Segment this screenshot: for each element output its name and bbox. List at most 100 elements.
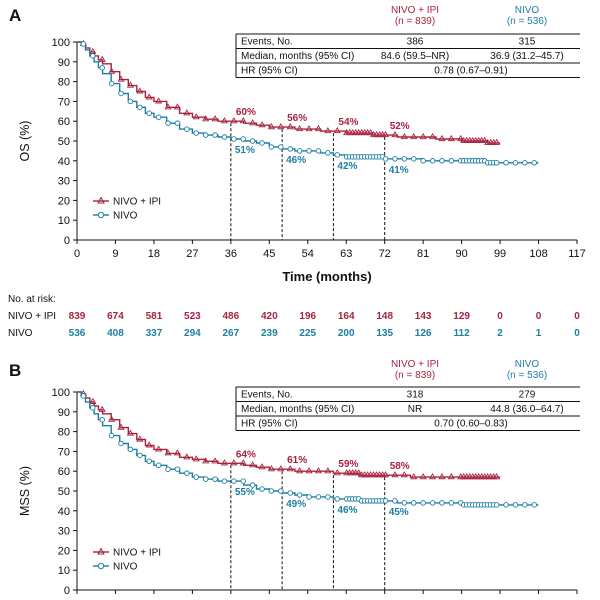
censor-marker: [411, 500, 417, 506]
censor-marker: [333, 469, 341, 476]
censor-marker: [211, 115, 219, 122]
censor-marker: [164, 449, 172, 456]
censor-marker: [126, 429, 135, 436]
risk-ipi-value: 129: [453, 311, 470, 322]
legend-triangle-marker: [97, 196, 105, 204]
risk-ipi-value: 196: [299, 311, 316, 322]
table-ipi-value: NR: [408, 404, 422, 415]
censor-marker: [202, 476, 209, 482]
table-nivo-value: 279: [519, 390, 536, 401]
censor-marker: [493, 473, 501, 480]
censor-marker: [325, 150, 331, 156]
ipi-landmark-label: 61%: [287, 455, 307, 466]
x-tick-label: 9: [112, 248, 118, 260]
x-tick-label: 117: [568, 248, 586, 260]
risk-ipi-value: 523: [184, 311, 201, 322]
censor-marker: [381, 130, 390, 138]
risk-nivo-value: 2: [497, 328, 503, 339]
censor-marker: [314, 467, 323, 474]
censor-marker: [278, 144, 284, 150]
censor-marker: [165, 120, 171, 126]
panel-b: B 0 10 20 30 40 50 60 70 80 90 100 MSS (%) 64% 55% 61% 4…: [9, 359, 580, 597]
censor-marker: [174, 120, 181, 126]
risk-nivo-value: 408: [107, 328, 124, 339]
censor-marker: [420, 500, 426, 506]
y-tick-label: 0: [64, 585, 70, 597]
x-tick-label: 63: [340, 248, 352, 260]
censor-marker: [145, 93, 153, 100]
risk-ipi-value: 420: [261, 311, 278, 322]
censor-marker: [447, 473, 455, 480]
censor-marker: [230, 117, 238, 124]
censor-marker: [391, 130, 399, 138]
censor-marker: [420, 158, 426, 164]
censor-marker: [439, 158, 445, 164]
censor-marker: [503, 502, 509, 508]
censor-marker: [146, 458, 152, 465]
x-tick-label: 72: [379, 248, 391, 260]
table-row-label: HR (95% CI): [241, 66, 298, 77]
censor-marker: [315, 148, 322, 154]
y-tick-label: 50: [58, 136, 70, 148]
table-row-label: Median, months (95% CI): [241, 51, 354, 62]
censor-marker: [429, 500, 436, 506]
y-tick-label: 60: [58, 466, 70, 478]
censor-marker: [493, 160, 500, 166]
censor-marker: [192, 113, 200, 120]
censor-marker: [89, 397, 97, 404]
risk-ipi-value: 0: [497, 311, 503, 322]
table-hr-value: 0.78 (0.67–0.91): [434, 66, 507, 77]
legend-triangle-marker: [97, 547, 105, 555]
censor-marker: [314, 125, 323, 132]
y-tick-label: 70: [58, 446, 70, 458]
censor-marker: [382, 498, 389, 504]
censor-marker: [333, 127, 341, 134]
risk-nivo-value: 267: [223, 328, 240, 339]
table-col-nivo-n: (n = 536): [507, 16, 547, 27]
censor-marker: [184, 470, 190, 476]
y-tick-label: 30: [58, 176, 70, 188]
censor-marker: [249, 138, 256, 144]
censor-marker: [481, 136, 489, 144]
censor-marker: [334, 152, 341, 158]
censor-marker: [400, 471, 408, 478]
table-row-label: Median, months (95% CI): [241, 404, 354, 415]
panel-letter: B: [9, 361, 21, 380]
censor-marker: [392, 498, 398, 504]
nivo-censor-markers: [80, 41, 538, 166]
censor-marker: [249, 482, 256, 488]
censor-marker: [287, 490, 293, 496]
censor-marker: [259, 486, 265, 492]
censor-marker: [401, 500, 408, 506]
table-col-ipi-n: (n = 839): [395, 370, 435, 381]
table-ipi-value: 386: [407, 37, 424, 48]
y-tick-label: 10: [58, 565, 70, 577]
risk-ipi-value: 164: [338, 311, 355, 322]
nivo-censor-markers: [80, 393, 538, 508]
risk-table: No. at risk: NIVO + IPI NIVO 839 674 581 523 48…: [8, 294, 580, 339]
censor-marker: [164, 103, 172, 110]
x-tick-label: 45: [263, 248, 275, 260]
censor-marker: [249, 119, 257, 126]
censor-marker: [428, 132, 437, 140]
censor-marker: [324, 467, 332, 474]
y-tick-label: 90: [58, 57, 70, 69]
censor-marker: [391, 471, 399, 478]
censor-marker: [108, 80, 115, 87]
x-tick-label: 36: [225, 248, 237, 260]
censor-marker: [184, 126, 190, 132]
censor-marker: [127, 98, 134, 105]
y-tick-label: 20: [58, 195, 70, 207]
risk-ipi-value: 143: [415, 311, 432, 322]
censor-marker: [202, 457, 210, 464]
risk-nivo-value: 1: [536, 328, 542, 339]
x-tick-label: 27: [186, 248, 198, 260]
x-tick-label: 99: [494, 248, 506, 260]
censor-marker: [155, 445, 163, 452]
censor-marker: [90, 53, 96, 59]
censor-marker: [193, 474, 199, 480]
censor-marker: [259, 140, 265, 146]
table-ipi-value: 84.6 (59.5–NR): [381, 51, 449, 62]
censor-marker: [401, 156, 408, 162]
y-tick-label: 0: [64, 235, 70, 247]
